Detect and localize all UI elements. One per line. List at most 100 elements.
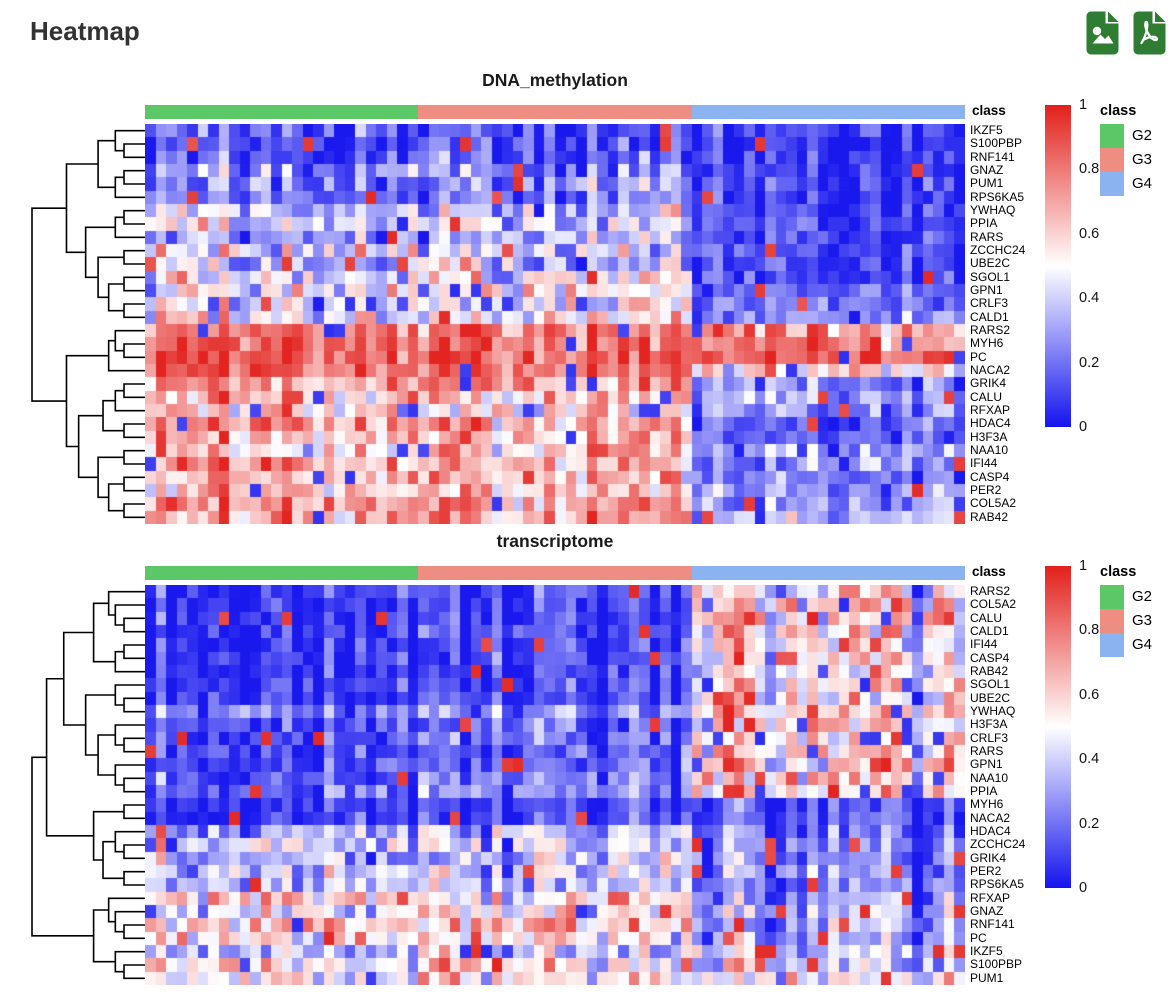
dendrogram-branch [114,764,145,786]
dendrogram-branch [114,176,145,199]
row-label: RPS6KA5 [970,877,1025,892]
row-label: PER2 [970,482,1002,497]
row-label: MYH6 [970,336,1004,351]
dendrogram-branch [123,303,145,319]
dendrogram-branch [123,383,145,399]
row-label: PUM1 [970,176,1004,191]
dendrogram-branch [114,830,145,853]
dendrogram-branch [123,964,145,980]
dendrogram-branch [123,844,145,860]
row-label: PUM1 [970,970,1004,985]
dendrogram-branch [123,777,145,793]
dendrogram-branch [84,694,116,756]
dendrogram-branch [84,226,116,279]
dendrogram-branch [102,399,125,432]
dendrogram-branch [114,650,145,673]
dendrogram-branch [114,329,145,352]
column-class-bar [145,105,965,119]
row-label: IFI44 [970,456,998,471]
dendrogram-branch [97,139,116,189]
class-legend: class G2 G3 G4 [1100,564,1152,657]
row-label: COL5A2 [970,597,1017,612]
colorbar-tick-label: 0 [1079,880,1088,896]
dendrogram-branch [107,590,145,616]
row-label: RARS [970,743,1004,758]
colorbar-tick-label: 0 [1079,419,1088,435]
row-label: NACA2 [970,362,1011,377]
row-labels: RARS2 COL5A2 CALU CALD1 IFI44 CASP4 RAB42 SGOL1… [970,584,1060,985]
dendrogram-branch [123,644,145,660]
colorbar-tick-label: 0.2 [1079,815,1100,832]
dendrogram-branch [123,249,145,265]
row-label: RFXAP [970,890,1011,905]
row-label: GNAZ [970,162,1004,177]
row-label: GNAZ [970,903,1004,918]
row-label: RPS6KA5 [970,189,1025,204]
row-label: SGOL1 [970,269,1011,284]
colorbar-tick-label: 0.2 [1079,354,1100,371]
colorbar-tick-label: 0.8 [1079,622,1100,639]
dendrogram-branch [114,129,145,152]
class-bar-segment-g4 [691,105,965,119]
dendrogram-branch [114,684,145,706]
dendrogram-branch [107,483,125,512]
dendrogram-branch [123,343,145,359]
row-label: ZCCHC24 [970,242,1026,257]
dendrogram-branch [123,924,145,940]
row-label: RARS2 [970,584,1011,598]
dendrogram-branch [114,216,145,239]
dendrogram-branch [123,449,145,465]
class-annotation-label: class [972,564,1006,579]
row-label: PC [970,349,987,364]
heatmap-panel-transcriptome: transcriptome RARS2 COL5A2 CALU CALD1 IFI44 C… [0,531,1176,991]
class-legend-swatch [1100,609,1124,633]
page-title: Heatmap [30,16,140,46]
colorbar-ticks: 1 0.8 0.6 0.4 0.2 0 [1079,97,1119,435]
heatmap-matrix [145,585,965,985]
class-legend-title: class [1100,564,1137,580]
row-label: PPIA [970,783,998,798]
row-label: RAB42 [970,509,1009,524]
heatmap-matrix [145,124,965,524]
row-label: IFI44 [970,637,998,652]
class-legend-item: G3 [1100,148,1152,172]
row-label: RAB42 [970,663,1009,678]
dendrogram-branch [123,476,145,492]
dendrogram-branch [123,276,145,292]
heatmap-title: transcriptome [496,531,614,551]
dendrogram-branch [107,339,145,372]
download-image-button[interactable] [1084,10,1121,56]
class-legend-swatch [1100,633,1124,657]
dendrogram-branch [102,840,125,880]
dendrogram-branch [123,697,145,713]
dendrogram-branch [31,756,94,937]
row-label: GRIK4 [970,376,1007,391]
dendrogram-branch [123,169,145,185]
colorbar [1045,105,1071,427]
download-pdf-button[interactable] [1131,10,1168,56]
class-bar-segment-g3 [418,566,692,580]
image-file-icon [1086,11,1119,55]
dendrogram-branch [107,897,145,923]
row-label: HDAC4 [970,416,1011,431]
class-legend-swatch [1100,172,1124,196]
row-label: CALU [970,610,1003,625]
row-label: GRIK4 [970,850,1007,865]
row-label: CALD1 [970,623,1009,638]
dendrogram-branch [123,503,145,519]
class-legend: class G2 G3 G4 [1100,103,1152,196]
row-label: H3F3A [970,429,1008,444]
dendrogram-branch [62,631,94,726]
row-label: RARS [970,229,1004,244]
row-label: SGOL1 [970,677,1011,692]
toolbar [1084,10,1168,56]
heatmap-title: DNA_methylation [482,70,628,90]
dendrogram-branch [65,354,109,448]
row-label: GPN1 [970,757,1003,772]
row-label: RARS2 [970,322,1011,337]
colorbar-tick-label: 0.6 [1079,686,1100,703]
row-label: RNF141 [970,149,1015,164]
row-label: YWHAQ [970,202,1016,217]
row-label: NAA10 [970,770,1009,785]
